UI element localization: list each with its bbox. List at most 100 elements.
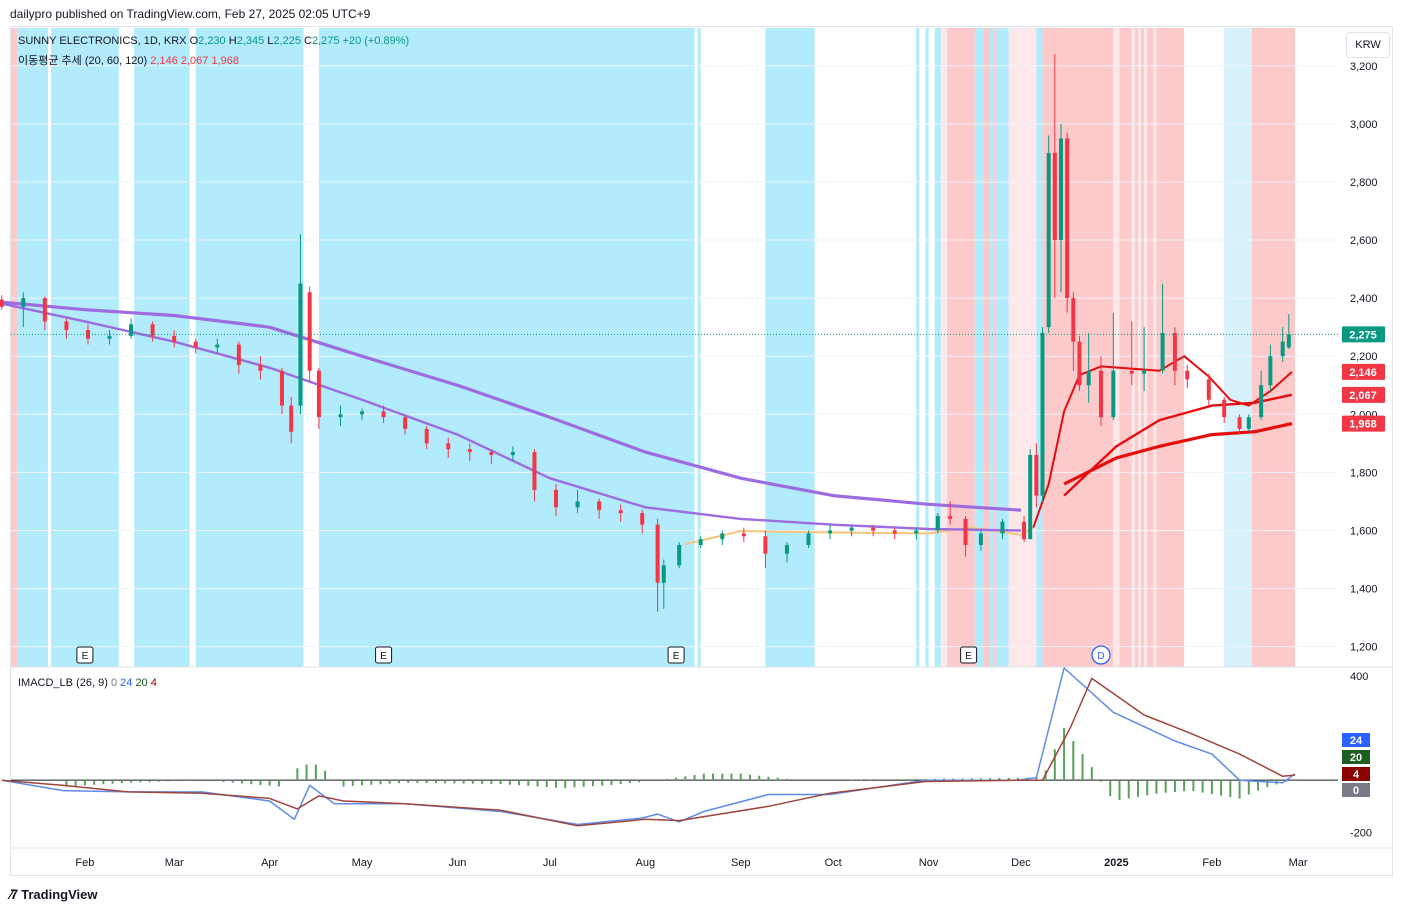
price-tick-label: 1,400 bbox=[1350, 584, 1378, 596]
macd-histogram-bar bbox=[222, 780, 225, 782]
macd-histogram-bar bbox=[859, 779, 862, 781]
macd-histogram-bar bbox=[1238, 780, 1241, 799]
open-label: O bbox=[189, 35, 199, 47]
macd-histogram-bar bbox=[407, 780, 410, 783]
macd-histogram-bar bbox=[776, 777, 779, 781]
time-tick-label: Apr bbox=[261, 857, 278, 869]
ma-line-1,968 bbox=[0, 300, 1022, 512]
currency-button[interactable]: KRW bbox=[1346, 32, 1390, 58]
macd-histogram-bar bbox=[1155, 780, 1158, 794]
candle-body bbox=[1099, 370, 1104, 418]
macd-histogram-bar bbox=[1210, 780, 1213, 795]
macd-histogram-bar bbox=[896, 779, 899, 781]
macd-histogram-bar bbox=[1063, 728, 1066, 781]
macd-histogram-bar bbox=[850, 779, 853, 781]
candle-body bbox=[338, 414, 343, 418]
macd-histogram-bar bbox=[942, 778, 945, 781]
macd-histogram-bar bbox=[240, 780, 243, 784]
macd-histogram-bar bbox=[1127, 780, 1130, 799]
imacd-title: IMACD_LB (26, 9) bbox=[18, 677, 108, 689]
macd-histogram-bar bbox=[83, 780, 86, 786]
macd-histogram-bar bbox=[970, 778, 973, 781]
macd-histogram-bar bbox=[591, 780, 594, 787]
trend-band bbox=[765, 28, 815, 667]
macd-badge bbox=[1342, 733, 1370, 747]
tradingview-logo[interactable]: ⁄7 TradingView bbox=[10, 886, 97, 902]
macd-histogram-bar bbox=[324, 770, 327, 781]
candle-body bbox=[1000, 521, 1005, 534]
candle-body bbox=[446, 443, 451, 450]
macd-histogram-bar bbox=[231, 780, 234, 783]
macd-histogram-bar bbox=[130, 780, 133, 783]
candle-body bbox=[1206, 379, 1211, 400]
price-tick-label: 1,600 bbox=[1350, 525, 1378, 537]
trend-band bbox=[1008, 28, 1037, 667]
candle-body bbox=[575, 501, 580, 508]
close-value: 2,275 bbox=[311, 35, 340, 47]
earnings-marker bbox=[960, 646, 978, 664]
price-tick-label: 3,000 bbox=[1350, 119, 1378, 131]
macd-line-24 bbox=[1, 667, 1296, 826]
imacd-value-hist: 4 bbox=[150, 677, 157, 689]
macd-badge bbox=[1342, 767, 1370, 781]
candle-body bbox=[1071, 298, 1076, 342]
macd-histogram-bar bbox=[1007, 777, 1010, 781]
macd-histogram-bar bbox=[1072, 741, 1075, 781]
macd-histogram-bar bbox=[370, 780, 373, 785]
macd-histogram-bar bbox=[296, 768, 299, 781]
macd-histogram-bar bbox=[536, 780, 539, 787]
macd-histogram-bar bbox=[74, 780, 77, 786]
macd-histogram-bar bbox=[1100, 780, 1103, 782]
macd-histogram-bar bbox=[619, 780, 622, 785]
candle-body bbox=[489, 452, 494, 455]
candle-body bbox=[510, 452, 515, 455]
macd-histogram-bar bbox=[721, 773, 724, 781]
macd-histogram-bar bbox=[148, 780, 151, 783]
time-tick-label: Nov bbox=[919, 857, 939, 869]
macd-histogram-bar bbox=[397, 780, 400, 784]
ma-line-1,968 bbox=[1063, 422, 1293, 486]
time-tick-label: Aug bbox=[636, 857, 656, 869]
macd-histogram-bar bbox=[1192, 780, 1195, 792]
macd-histogram-bar bbox=[961, 778, 964, 781]
macd-histogram-bar bbox=[93, 780, 96, 785]
imacd-value-zero: 0 bbox=[110, 677, 118, 689]
price-badge-label: 1,968 bbox=[1349, 419, 1377, 431]
macd-histogram-bar bbox=[518, 780, 521, 786]
symbol-name: SUNNY ELECTRONICS, 1D, KRX bbox=[18, 35, 187, 47]
macd-histogram-bar bbox=[979, 778, 982, 781]
tradingview-logo-icon: ⁄7 bbox=[10, 886, 18, 902]
macd-histogram-bar bbox=[1173, 780, 1176, 792]
low-value: 2,225 bbox=[273, 35, 301, 47]
macd-histogram-bar bbox=[545, 780, 548, 788]
macd-histogram-bar bbox=[471, 780, 474, 784]
macd-histogram-bar bbox=[1183, 780, 1186, 792]
earnings-marker bbox=[76, 646, 94, 664]
macd-histogram-bar bbox=[213, 780, 216, 782]
candle-body bbox=[381, 411, 386, 418]
candle-body bbox=[298, 283, 303, 406]
ma-title: 이동평균 추세 (20, 60, 120) bbox=[18, 55, 148, 67]
candle-body bbox=[85, 330, 90, 339]
chart-frame bbox=[10, 26, 1393, 876]
candle-body bbox=[1185, 370, 1190, 380]
macd-histogram-bar bbox=[416, 780, 419, 783]
macd-histogram-bar bbox=[287, 779, 290, 781]
trend-band bbox=[697, 28, 701, 667]
macd-histogram-bar bbox=[1053, 749, 1056, 781]
ma-value-20: 2,146 bbox=[150, 55, 178, 67]
macd-histogram-bar bbox=[906, 779, 909, 781]
macd-histogram-bar bbox=[739, 773, 742, 781]
macd-histogram-bar bbox=[1257, 780, 1260, 791]
trend-band bbox=[1224, 28, 1252, 667]
candle-body bbox=[1129, 370, 1134, 374]
price-tick-label: 1,800 bbox=[1350, 467, 1378, 479]
price-badge bbox=[1342, 326, 1385, 343]
macd-histogram-bar bbox=[684, 776, 687, 781]
macd-histogram-bar bbox=[1118, 780, 1121, 800]
macd-histogram-bar bbox=[1090, 767, 1093, 781]
macd-histogram-bar bbox=[758, 775, 761, 781]
macd-histogram-bar bbox=[1229, 780, 1232, 797]
candle-body bbox=[720, 533, 725, 540]
